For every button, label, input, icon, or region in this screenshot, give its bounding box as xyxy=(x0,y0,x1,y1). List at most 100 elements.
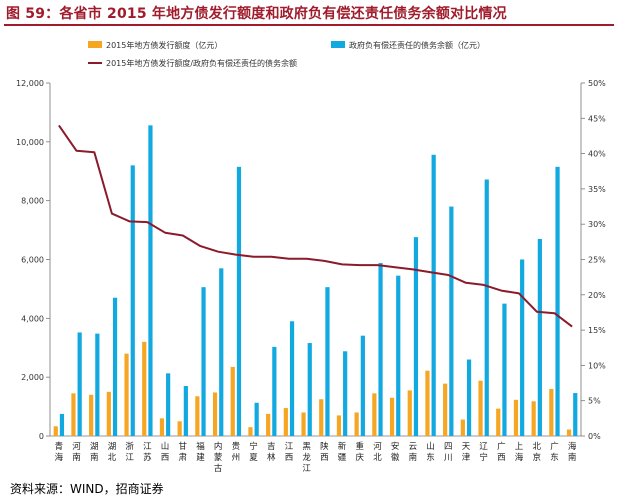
legend-label-debt: 政府负有偿还责任的债务余额（亿元） xyxy=(349,40,485,50)
y-left-tick-label: 0 xyxy=(39,432,44,441)
bar-debt xyxy=(148,125,153,437)
bar-debt xyxy=(166,373,171,436)
y-left-tick-label: 2,000 xyxy=(21,373,44,382)
x-tick-label: 川 xyxy=(444,453,453,463)
x-tick-label: 庆 xyxy=(355,452,364,463)
bar-debt xyxy=(413,237,419,436)
x-tick-label: 疆 xyxy=(338,453,347,463)
y-left-tick-label: 10,000 xyxy=(16,138,44,147)
y-right-tick-label: 45% xyxy=(588,114,606,123)
bar-issue xyxy=(142,341,147,436)
x-tick-label: 南 xyxy=(72,452,81,463)
x-tick-label: 江 xyxy=(302,464,311,474)
bar-issue xyxy=(212,392,218,436)
title-divider xyxy=(4,24,614,26)
y-right-tick-label: 40% xyxy=(588,150,606,159)
y-left-tick-label: 12,000 xyxy=(16,79,44,88)
bar-issue xyxy=(425,370,430,436)
x-tick-label: 新 xyxy=(338,441,347,452)
bar-issue xyxy=(336,415,342,436)
x-tick-label: 四 xyxy=(444,442,453,452)
x-tick-label: 西 xyxy=(285,453,294,463)
bar-debt xyxy=(360,335,365,436)
bar-issue xyxy=(159,418,165,436)
y-right-tick-label: 0% xyxy=(588,432,601,441)
bar-debt xyxy=(431,154,436,436)
y-right-tick-label: 25% xyxy=(588,256,606,265)
x-tick-label: 州 xyxy=(232,453,241,463)
y-right-tick-label: 5% xyxy=(588,397,601,406)
figure-title: 图 59：各省市 2015 年地方债发行额度和政府负有偿还责任债务余额对比情况 xyxy=(6,6,507,22)
legend-swatch-issue xyxy=(88,41,102,48)
bar-issue xyxy=(566,429,572,436)
y-right-tick-label: 50% xyxy=(588,79,606,88)
bar-debt xyxy=(484,179,489,436)
y-right-tick-label: 30% xyxy=(588,220,606,229)
bar-debt xyxy=(502,303,507,436)
bar-debt xyxy=(378,263,383,436)
bar-debt xyxy=(130,165,135,436)
x-tick-label: 重 xyxy=(355,441,364,452)
bar-issue xyxy=(460,419,465,436)
x-tick-label: 宁 xyxy=(479,452,488,463)
x-tick-label: 江 xyxy=(285,442,294,452)
x-tick-label: 福 xyxy=(196,441,205,452)
bar-issue xyxy=(266,413,271,436)
bar-debt xyxy=(307,343,312,436)
bar-issue xyxy=(195,396,200,436)
x-tick-label: 古 xyxy=(214,463,223,474)
bar-debt xyxy=(573,393,578,436)
bar-debt xyxy=(466,359,472,436)
bar-issue xyxy=(248,427,253,436)
x-tick-label: 南 xyxy=(409,452,418,463)
bar-debt xyxy=(396,275,401,436)
x-tick-label: 海 xyxy=(55,452,64,463)
x-tick-label: 苏 xyxy=(143,452,152,463)
ratio-line xyxy=(58,124,573,328)
x-tick-label: 海 xyxy=(515,452,524,463)
bar-issue xyxy=(389,397,395,436)
bar-debt xyxy=(520,259,525,436)
y-left-tick-label: 6,000 xyxy=(21,256,44,265)
bar-issue xyxy=(372,393,377,436)
bar-debt xyxy=(59,413,65,436)
x-tick-label: 河 xyxy=(373,441,382,452)
axes: 0 2,000 4,000 6,000 8,000 10,000 12,000 0% 5% 10%… xyxy=(16,79,606,441)
x-tick-label: 广 xyxy=(550,441,559,452)
x-tick-label: 上 xyxy=(515,442,524,452)
bar-debt xyxy=(272,346,277,436)
x-tick-label: 京 xyxy=(532,452,541,463)
legend-label-ratio: 2015年地方债发行额度/政府负有偿还责任的债务余额 xyxy=(106,58,297,68)
x-tick-label: 青 xyxy=(55,441,64,452)
x-tick-label: 广 xyxy=(497,441,506,452)
bar-issue xyxy=(230,366,235,436)
bar-debt xyxy=(254,402,259,436)
bar-issue xyxy=(513,399,519,436)
bar-debt xyxy=(449,206,454,436)
x-tick-label: 肃 xyxy=(178,452,187,463)
bar-debt xyxy=(201,287,206,436)
bar-debt xyxy=(236,166,242,436)
x-tick-label: 贵 xyxy=(232,441,241,452)
bar-issue xyxy=(531,401,536,436)
x-tick-label: 内 xyxy=(214,441,223,452)
x-tick-label: 宁 xyxy=(249,441,258,452)
x-tick-label: 夏 xyxy=(249,453,258,463)
bar-issue xyxy=(53,426,58,436)
bar-issue xyxy=(177,421,182,436)
x-tick-label: 湖 xyxy=(108,442,117,452)
x-tick-label: 江 xyxy=(125,453,134,463)
x-tick-label: 北 xyxy=(532,442,541,452)
y-left-tick-label: 8,000 xyxy=(21,197,44,206)
x-tick-label: 蒙 xyxy=(214,452,223,463)
x-tick-label: 龙 xyxy=(302,452,311,463)
bar-debt xyxy=(95,333,100,436)
y-right-tick-label: 15% xyxy=(588,326,606,335)
source-note: 资料来源：WIND，招商证券 xyxy=(10,482,164,496)
legend: 2015年地方债发行额度（亿元） 政府负有偿还责任的债务余额（亿元） 2015年地方… xyxy=(88,40,485,68)
bar-issue xyxy=(319,399,324,436)
bar-debt xyxy=(537,238,542,436)
bar-issue xyxy=(407,390,412,436)
bar-debt xyxy=(343,351,348,436)
